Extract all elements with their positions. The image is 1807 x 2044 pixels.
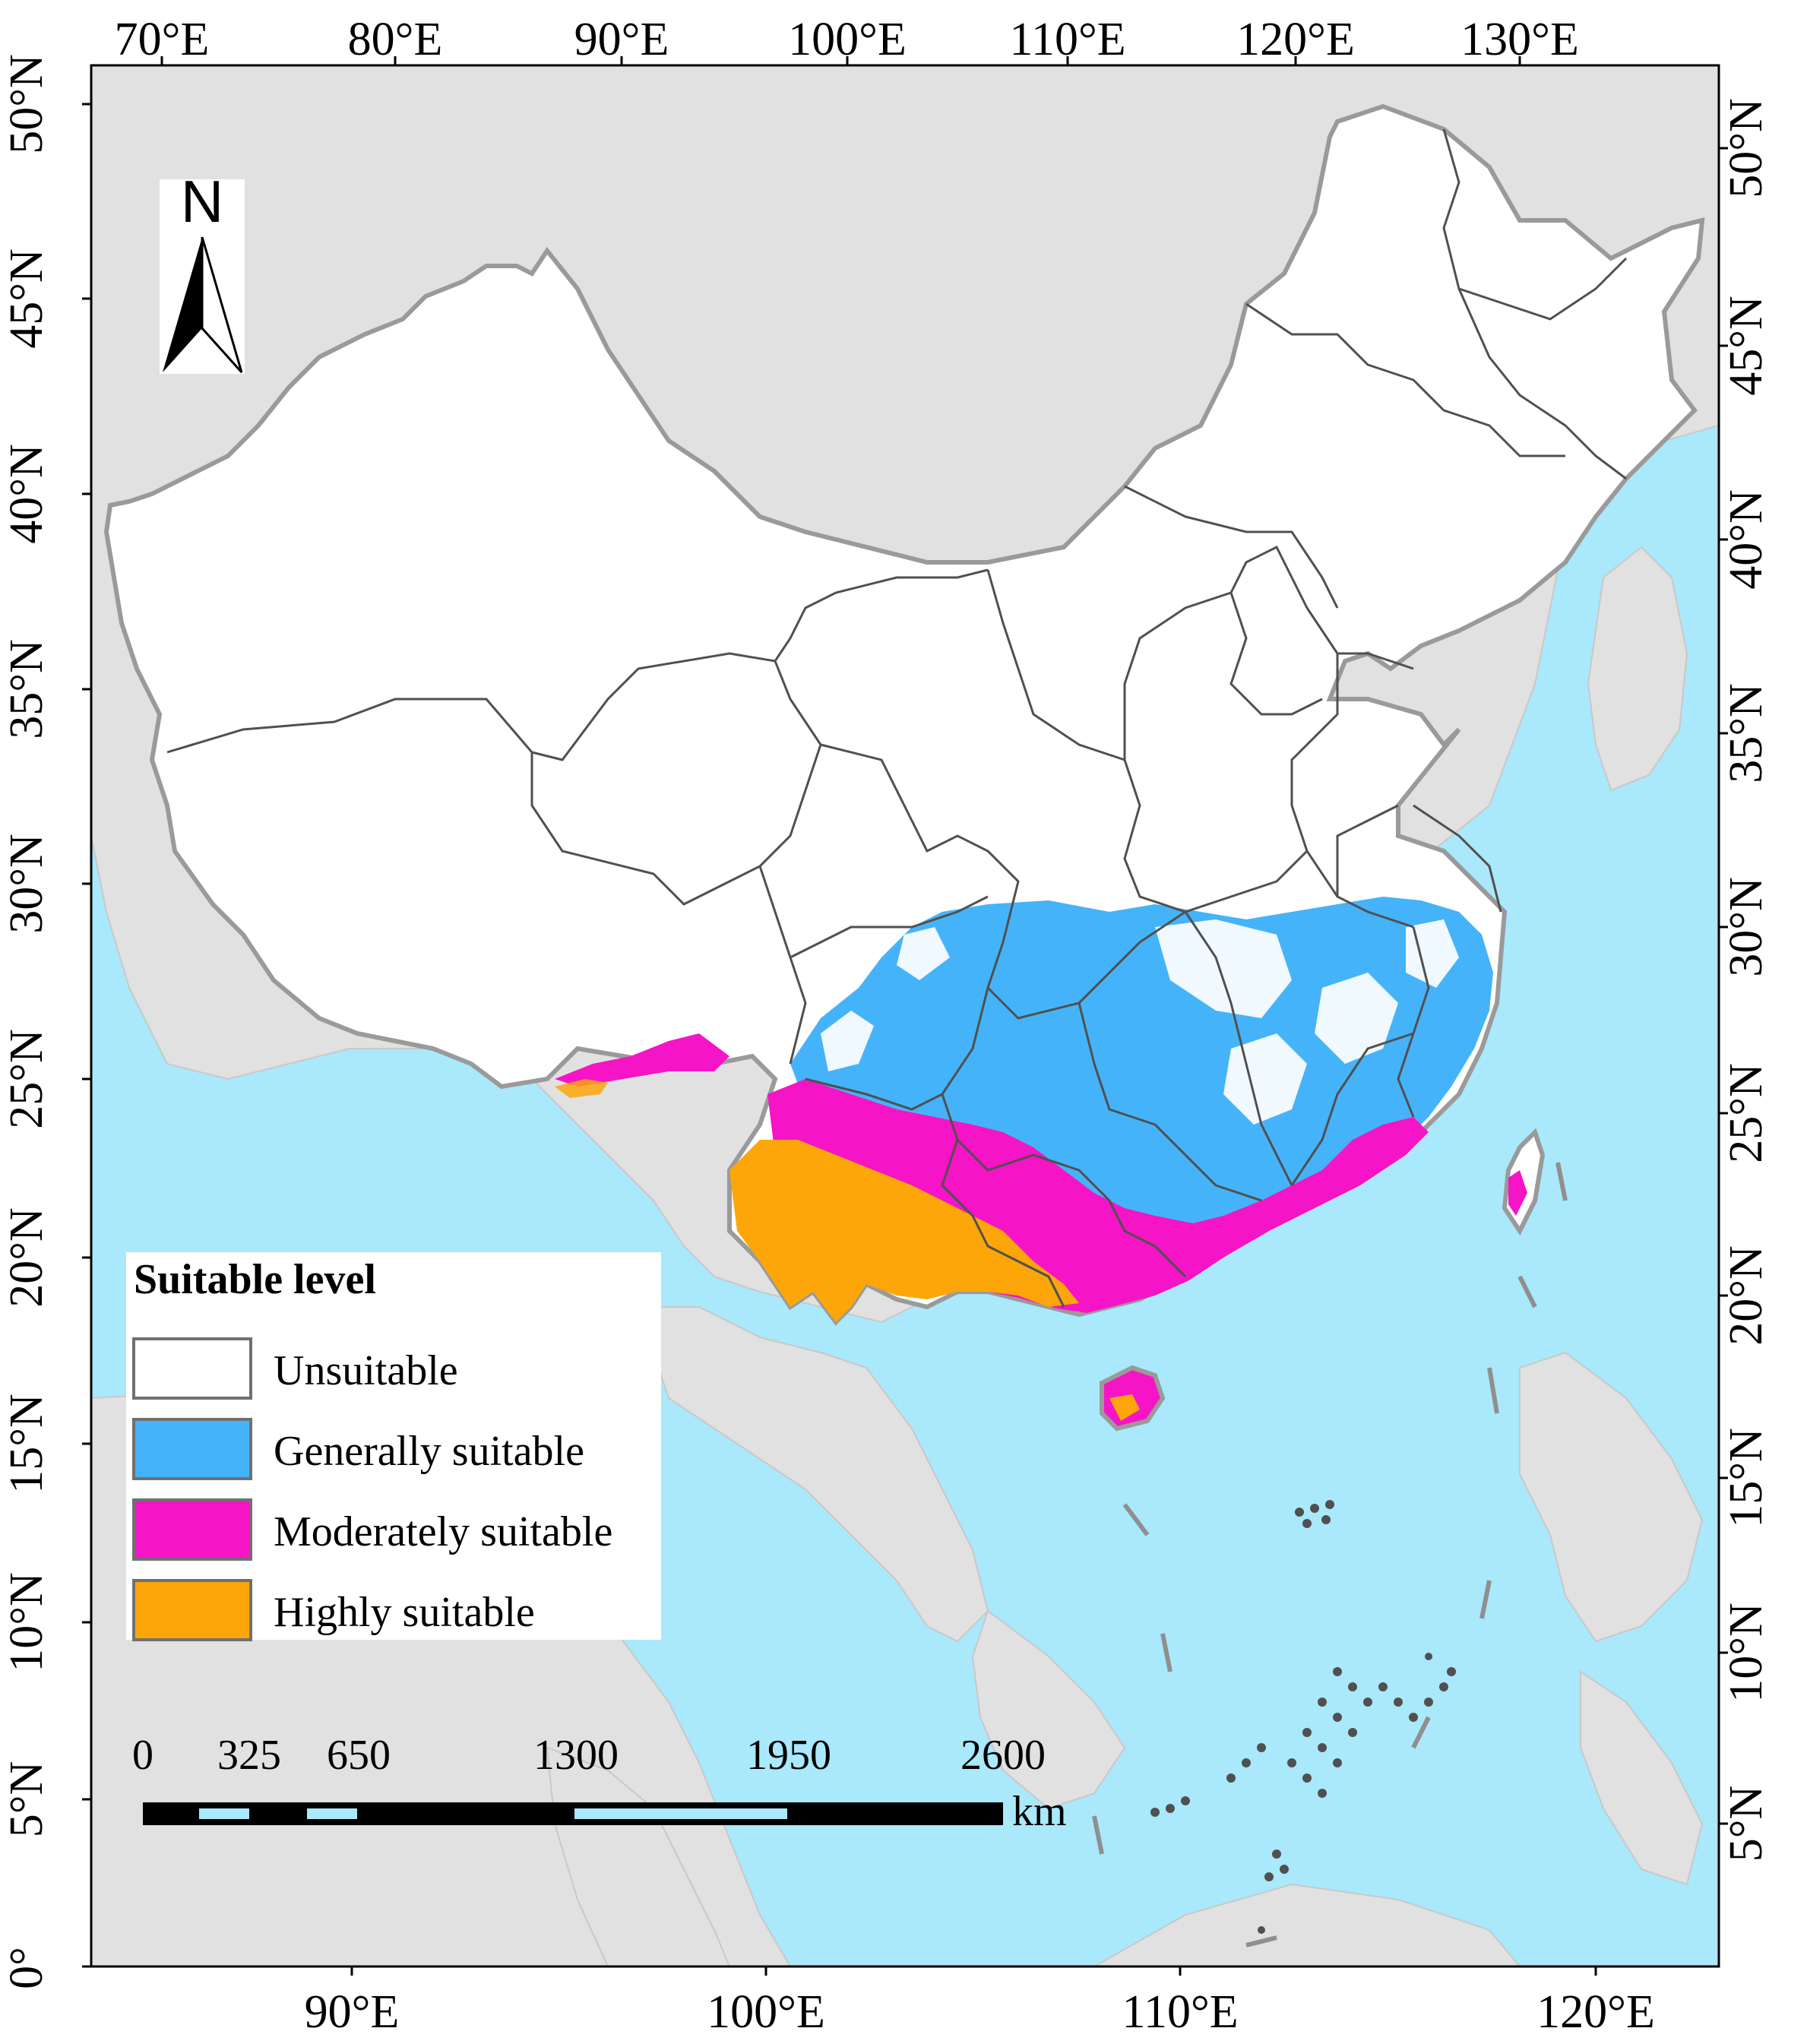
scale-label: 1300 bbox=[533, 1732, 619, 1779]
axis-ticks bbox=[82, 56, 1728, 1976]
right-axis-label: 30°N bbox=[1720, 877, 1772, 977]
left-axis-label: 40°N bbox=[1, 444, 52, 544]
north-arrow: N bbox=[160, 168, 245, 374]
bottom-axis-label: 120°E bbox=[1536, 1986, 1655, 2038]
left-axis-label: 0° bbox=[1, 1947, 52, 1989]
left-axis-label: 25°N bbox=[1, 1029, 52, 1129]
legend-label: Moderately suitable bbox=[274, 1508, 612, 1555]
scale-label: 2600 bbox=[960, 1732, 1046, 1779]
moderately-suitable-tibet-strip bbox=[555, 1033, 729, 1087]
left-axis-label: 50°N bbox=[1, 54, 52, 154]
legend: Suitable level Unsuitable Generally suit… bbox=[126, 1252, 661, 1641]
right-axis-label: 40°N bbox=[1720, 489, 1772, 590]
bottom-axis-label: 90°E bbox=[305, 1986, 400, 2038]
right-axis-label: 45°N bbox=[1720, 296, 1772, 396]
top-axis-label: 110°E bbox=[1009, 14, 1125, 65]
legend-swatch-generally-suitable bbox=[132, 1418, 252, 1480]
legend-label: Highly suitable bbox=[274, 1589, 535, 1636]
scale-label: 0 bbox=[132, 1732, 153, 1779]
legend-title: Suitable level bbox=[134, 1256, 376, 1303]
right-axis-label: 5°N bbox=[1720, 1786, 1772, 1862]
right-axis-label: 20°N bbox=[1720, 1245, 1772, 1346]
scale-bar: 0 325 650 1300 1950 2600 km bbox=[132, 1732, 1067, 1835]
top-axis-label: 90°E bbox=[574, 14, 669, 65]
legend-swatch-highly-suitable bbox=[132, 1579, 252, 1641]
north-label: N bbox=[181, 168, 223, 235]
right-axis-label: 50°N bbox=[1720, 98, 1772, 198]
highly-suitable-area bbox=[729, 1140, 1079, 1322]
legend-swatch-unsuitable bbox=[132, 1337, 252, 1400]
taiwan-suitable-area bbox=[1508, 1170, 1527, 1216]
left-axis-label: 20°N bbox=[1, 1207, 52, 1308]
left-axis-label: 45°N bbox=[1, 248, 52, 349]
scale-unit: km bbox=[1012, 1788, 1067, 1835]
left-axis-label: 10°N bbox=[1, 1572, 52, 1672]
bottom-axis-label: 100°E bbox=[707, 1986, 825, 2038]
legend-swatch-moderately-suitable bbox=[132, 1498, 252, 1561]
highly-suitable-hainan bbox=[1109, 1394, 1140, 1421]
legend-label: Unsuitable bbox=[274, 1347, 458, 1394]
north-arrow-icon bbox=[163, 237, 202, 372]
top-axis-label: 80°E bbox=[348, 14, 443, 65]
left-axis-labels: 50°N 45°N 40°N 35°N 30°N 25°N 20°N 15°N … bbox=[1, 54, 52, 1989]
scale-label: 650 bbox=[327, 1732, 391, 1779]
map-border bbox=[90, 64, 1720, 1968]
left-axis-label: 30°N bbox=[1, 834, 52, 934]
left-axis-label: 5°N bbox=[1, 1761, 52, 1838]
south-sea-islands bbox=[1150, 1500, 1456, 1934]
hainan-island bbox=[1100, 1365, 1166, 1432]
top-axis-label: 100°E bbox=[788, 14, 907, 65]
left-axis-label: 15°N bbox=[1, 1394, 52, 1494]
highly-suitable-tibet-strip bbox=[555, 1079, 608, 1098]
top-axis-label: 120°E bbox=[1236, 14, 1355, 65]
top-axis-label: 130°E bbox=[1460, 14, 1579, 65]
bottom-axis-labels: 90°E 100°E 110°E 120°E bbox=[305, 1986, 1655, 2038]
right-axis-labels: 50°N 45°N 40°N 35°N 30°N 25°N 20°N 15°N … bbox=[1720, 98, 1772, 1862]
bottom-axis-label: 110°E bbox=[1122, 1986, 1238, 2038]
provincial-borders bbox=[166, 128, 1628, 1308]
scale-label: 325 bbox=[217, 1732, 281, 1779]
right-axis-label: 35°N bbox=[1720, 683, 1772, 783]
left-axis-label: 35°N bbox=[1, 639, 52, 739]
top-axis-label: 70°E bbox=[115, 14, 210, 65]
right-axis-label: 15°N bbox=[1720, 1428, 1772, 1528]
nine-dash-line bbox=[1092, 1162, 1568, 1947]
right-axis-label: 10°N bbox=[1720, 1603, 1772, 1703]
scale-label: 1950 bbox=[746, 1732, 831, 1779]
legend-label: Generally suitable bbox=[274, 1428, 584, 1475]
right-axis-label: 25°N bbox=[1720, 1063, 1772, 1163]
top-axis-labels: 70°E 80°E 90°E 100°E 110°E 120°E 130°E bbox=[115, 14, 1579, 65]
